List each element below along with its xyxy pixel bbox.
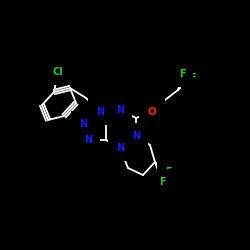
Text: O: O bbox=[148, 107, 156, 117]
Text: N: N bbox=[116, 105, 124, 115]
Text: F: F bbox=[179, 69, 185, 79]
Text: N: N bbox=[79, 119, 87, 129]
Text: N: N bbox=[96, 107, 104, 117]
Text: N: N bbox=[84, 135, 92, 145]
Text: Cl: Cl bbox=[52, 67, 64, 77]
Text: F: F bbox=[189, 73, 195, 83]
Text: F: F bbox=[165, 167, 171, 177]
Text: N: N bbox=[116, 143, 124, 153]
Text: F: F bbox=[159, 177, 165, 187]
Text: N: N bbox=[132, 131, 140, 141]
